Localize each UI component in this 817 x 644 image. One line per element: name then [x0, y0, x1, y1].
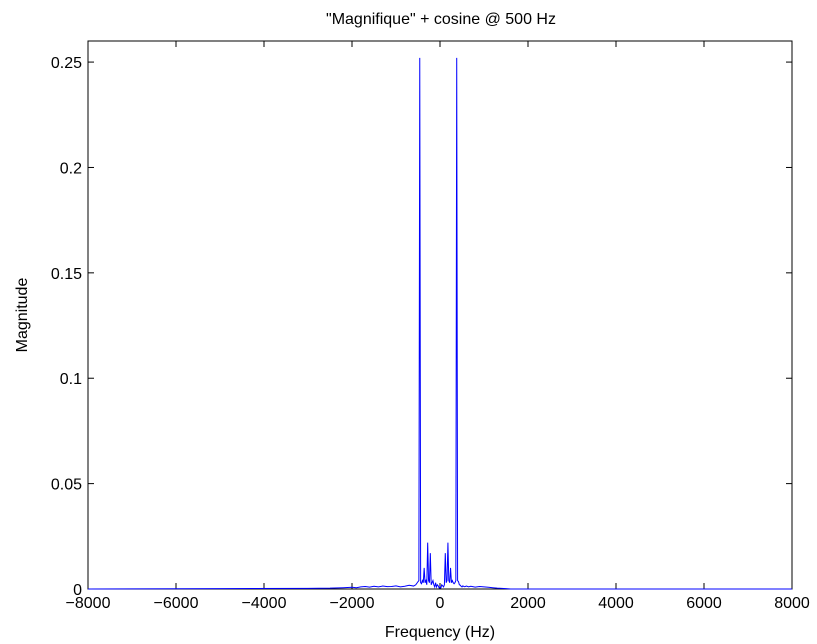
y-tick-label: 0 — [73, 582, 82, 599]
x-tick-label: 6000 — [686, 595, 722, 612]
chart-title: "Magnifique" + cosine @ 500 Hz — [326, 11, 556, 28]
x-tick-label: −6000 — [154, 595, 199, 612]
y-axis-label: Magnitude — [14, 278, 31, 353]
y-tick-label: 0.2 — [60, 160, 82, 177]
x-tick-label: 4000 — [598, 595, 634, 612]
x-tick-label: 0 — [436, 595, 445, 612]
y-tick-label: 0.05 — [51, 477, 82, 494]
x-axis-label: Frequency (Hz) — [385, 624, 495, 641]
x-tick-label: −2000 — [330, 595, 375, 612]
y-axis-ticks: 0 0.05 0.1 0.15 0.2 0.25 — [51, 55, 792, 599]
y-tick-label: 0.15 — [51, 266, 82, 283]
y-tick-label: 0.1 — [60, 371, 82, 388]
x-tick-label: −4000 — [242, 595, 287, 612]
x-tick-label: 2000 — [510, 595, 546, 612]
magnitude-series-line — [87, 57, 792, 590]
plot-area — [87, 40, 793, 590]
y-tick-label: 0.25 — [51, 55, 82, 72]
x-axis-ticks: −8000 −6000 −4000 −2000 0 2000 4000 6000 8000 — [66, 41, 810, 612]
x-tick-label: −8000 — [66, 595, 111, 612]
x-tick-label: 8000 — [774, 595, 810, 612]
